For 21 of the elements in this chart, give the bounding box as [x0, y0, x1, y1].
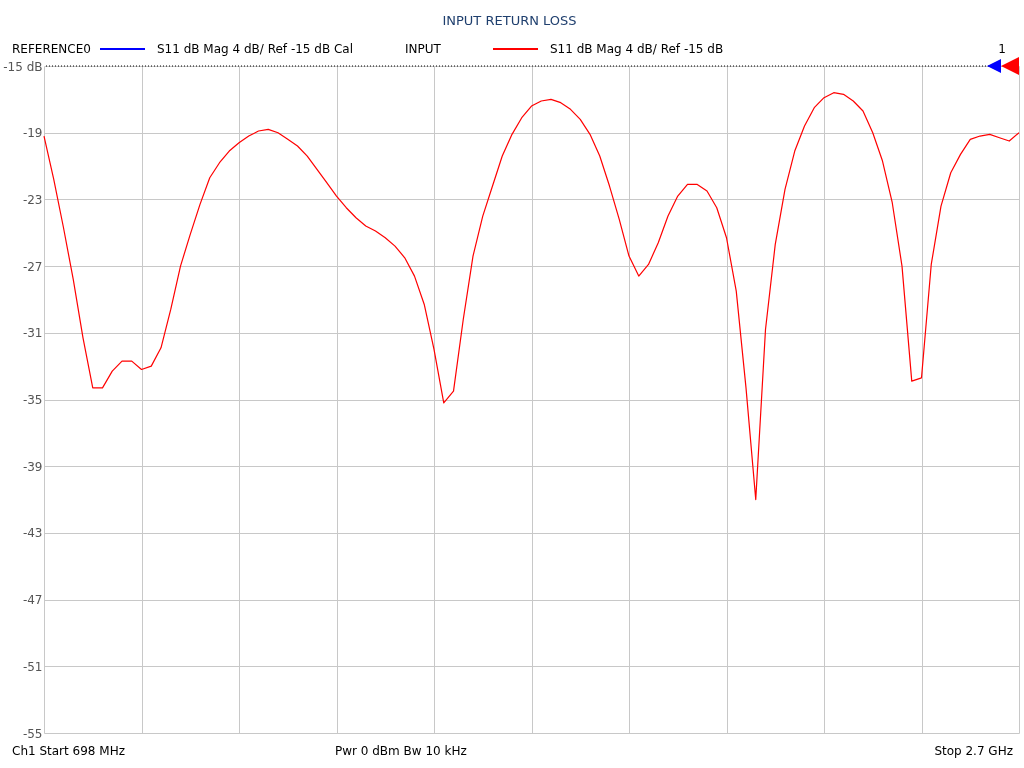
- text: REFERENCE0: [12, 42, 91, 56]
- y-tick-label: -55: [22, 726, 43, 741]
- text: 1: [998, 42, 1006, 56]
- y-tick-label: -47: [22, 593, 43, 608]
- y-tick-label: -31: [22, 326, 43, 341]
- chart-title: INPUT RETURN LOSS: [442, 13, 577, 28]
- text: Stop 2.7 GHz: [934, 744, 1013, 758]
- y-tick-label: -35: [22, 393, 43, 407]
- line-series: [43, 92, 1020, 501]
- y-tick-label: -19: [22, 126, 43, 141]
- text: INPUT: [405, 42, 442, 56]
- text: Pwr 0 dBm Bw 10 kHz: [335, 744, 467, 758]
- y-tick-label: -27: [22, 259, 43, 274]
- y-tick-label: -51: [22, 659, 43, 674]
- y-tick-label: -43: [22, 526, 43, 541]
- y-tick-label: -15 dB: [3, 59, 43, 74]
- y-tick-label: -23: [22, 192, 43, 207]
- legend-label: S11 dB Mag 4 dB/ Ref -15 dB: [550, 42, 724, 56]
- text: S11 dB Mag 4 dB/ Ref -15 dB Cal: [157, 42, 354, 56]
- y-tick-label: -39: [22, 459, 43, 474]
- text: Ch1 Start 698 MHz: [12, 744, 125, 758]
